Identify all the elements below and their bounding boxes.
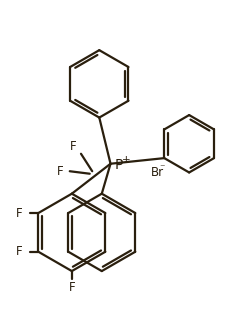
Text: F: F xyxy=(70,140,76,153)
Text: F: F xyxy=(68,281,75,294)
Text: F: F xyxy=(56,165,63,178)
Text: ⁻: ⁻ xyxy=(158,163,164,173)
Text: F: F xyxy=(16,245,23,258)
Text: P: P xyxy=(114,158,122,172)
Text: +: + xyxy=(121,155,130,165)
Text: F: F xyxy=(16,207,23,220)
Text: Br: Br xyxy=(150,166,163,179)
